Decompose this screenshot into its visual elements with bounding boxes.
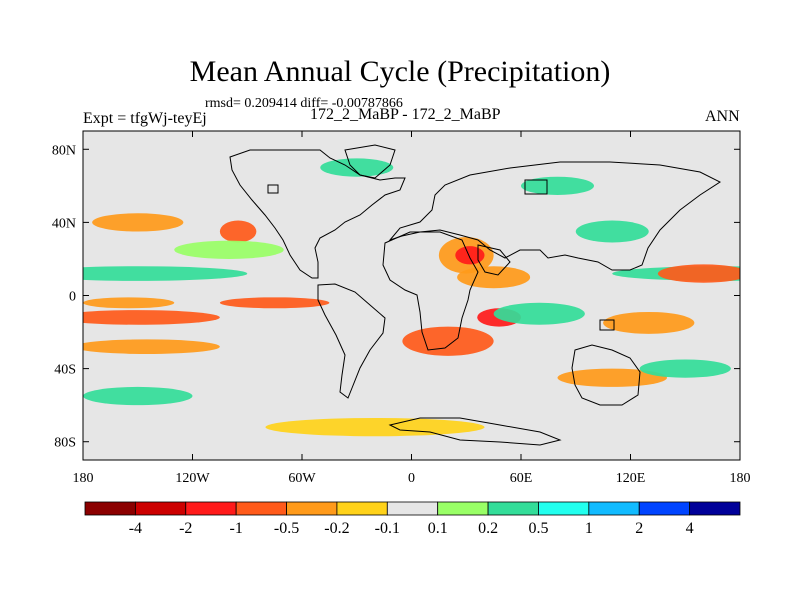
y-tick-label: 0 (69, 290, 76, 305)
colorbar-swatch (588, 501, 640, 516)
coastline-south-america (317, 283, 386, 399)
anomaly-region (320, 158, 394, 177)
island-box (599, 319, 615, 331)
colorbar-label: 0.2 (478, 520, 498, 537)
map-axes: 180 120W 60W 0 60E 120E 180 80N 40N 0 40S 80S (52, 131, 751, 486)
colorbar-label: 0.1 (428, 520, 448, 537)
season-label: ANN (705, 108, 740, 125)
anomaly-region (521, 176, 594, 195)
colorbar-label: 4 (686, 520, 694, 537)
colorbar: -4 -2 -1 -0.5 -0.2 -0.1 0.1 0.2 0.5 1 2 4 (84, 501, 741, 537)
x-tick-label: 60W (288, 471, 316, 486)
x-tick-label: 180 (73, 471, 94, 486)
anomaly-region (174, 240, 284, 259)
coastline-eurasia (388, 161, 722, 271)
y-tick-label: 40N (52, 216, 76, 231)
island-box (524, 179, 548, 195)
colorbar-label: 1 (585, 520, 593, 537)
x-tick-label: 0 (408, 471, 415, 486)
x-tick-label: 180 (730, 471, 751, 486)
island-box (267, 184, 279, 194)
colorbar-label: 0.5 (528, 520, 548, 537)
anomaly-region (83, 386, 193, 406)
anomaly-region (402, 326, 494, 356)
anomaly-region (83, 266, 248, 281)
colorbar-swatch (689, 501, 741, 516)
anomaly-region (219, 297, 330, 309)
colorbar-label: 2 (635, 520, 643, 537)
colorbar-swatch (84, 501, 136, 516)
colorbar-swatch (286, 501, 338, 516)
coastline-arabia (477, 244, 511, 276)
coastline-africa (382, 231, 479, 351)
colorbar-label: -1 (229, 520, 242, 537)
colorbar-swatch (386, 501, 439, 516)
coastline-north-america (229, 149, 406, 279)
y-tick-label: 80N (52, 143, 76, 158)
anomaly-region (83, 297, 175, 309)
anomaly-region (457, 266, 531, 289)
colorbar-swatch (185, 501, 237, 516)
stats-line: rmsd= 0.209414 diff= -0.00787866 (205, 96, 403, 111)
anomaly-region (639, 359, 731, 378)
coastline-antarctica (388, 417, 562, 446)
coastline-outlines (229, 144, 722, 446)
anomaly-region (265, 417, 485, 437)
coastline-australia (571, 344, 641, 406)
experiment-label: Expt = tfgWj-teyEj (83, 110, 207, 127)
anomaly-region (83, 310, 220, 325)
colorbar-label: -0.5 (274, 520, 299, 537)
y-tick-label: 80S (54, 436, 76, 451)
colorbar-label: -2 (179, 520, 192, 537)
colorbar-label: -4 (129, 520, 142, 537)
anomaly-region (92, 213, 184, 232)
anomaly-region (219, 220, 257, 243)
y-tick-label: 40S (54, 363, 76, 378)
anomaly-region (493, 302, 585, 325)
chart-title: Mean Annual Cycle (Precipitation) (189, 55, 611, 88)
colorbar-swatch (235, 501, 287, 516)
anomaly-region (455, 246, 485, 265)
anomaly-region (657, 264, 740, 283)
anomaly-region (603, 311, 695, 334)
colorbar-label: -0.1 (375, 520, 400, 537)
plot-background (83, 131, 740, 460)
case-label: 172_2_MaBP - 172_2_MaBP (310, 106, 501, 123)
colorbar-swatch (336, 501, 388, 516)
colorbar-swatch (437, 501, 489, 516)
x-tick-label: 120E (616, 471, 646, 486)
colorbar-swatch (538, 501, 590, 516)
x-tick-label: 60E (510, 471, 533, 486)
colorbar-label: -0.2 (324, 520, 349, 537)
colorbar-swatch (134, 501, 187, 516)
colorbar-swatch (487, 501, 539, 516)
colorbar-swatch (638, 501, 691, 516)
anomaly-region (575, 220, 649, 243)
coastline-greenland (344, 144, 396, 179)
anomaly-region (83, 339, 220, 354)
x-tick-label: 120W (175, 471, 210, 486)
